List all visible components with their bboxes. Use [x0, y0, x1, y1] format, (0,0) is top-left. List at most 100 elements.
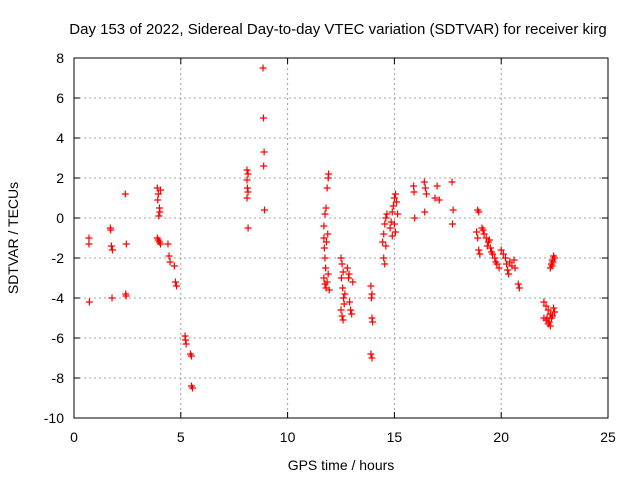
data-point-marker	[85, 298, 93, 306]
data-point-marker	[322, 264, 330, 272]
data-point-marker	[122, 240, 130, 248]
data-point-marker	[435, 196, 443, 204]
data-point-marker	[155, 212, 163, 220]
data-point-marker	[108, 294, 116, 302]
data-point-marker	[551, 308, 559, 316]
data-point-marker	[551, 254, 559, 262]
data-point-marker	[243, 166, 251, 174]
data-point-marker	[324, 270, 332, 278]
data-point-marker	[157, 240, 165, 248]
data-point-marker	[348, 310, 356, 318]
data-point-marker	[475, 208, 483, 216]
data-point-marker	[339, 316, 347, 324]
data-point-marker	[369, 318, 377, 326]
data-point-marker	[380, 230, 388, 238]
data-point-marker	[488, 248, 496, 256]
data-point-marker	[323, 278, 331, 286]
data-point-marker	[431, 194, 439, 202]
data-point-marker	[367, 294, 375, 302]
data-point-marker	[515, 284, 523, 292]
data-point-marker	[171, 278, 179, 286]
x-tick-label: 25	[600, 429, 616, 445]
data-point-marker	[339, 268, 347, 276]
data-point-marker	[337, 274, 345, 282]
data-point-marker	[339, 284, 347, 292]
data-point-marker	[391, 190, 399, 198]
y-tick-label: 4	[56, 130, 64, 146]
data-point-marker	[340, 300, 348, 308]
data-point-marker	[368, 290, 376, 298]
x-axis-label: GPS time / hours	[288, 457, 395, 473]
data-point-marker	[346, 298, 354, 306]
data-point-marker	[244, 188, 252, 196]
data-point-marker	[480, 230, 488, 238]
data-point-marker	[154, 196, 162, 204]
data-point-marker	[320, 222, 328, 230]
y-axis-label: SDTVAR / TECUs	[5, 182, 21, 294]
data-point-marker	[368, 314, 376, 322]
data-point-marker	[504, 266, 512, 274]
data-point-marker	[546, 322, 554, 330]
y-tick-label: -2	[52, 250, 65, 266]
data-point-marker	[506, 258, 514, 266]
data-point-marker	[511, 264, 519, 272]
y-tick-label: 8	[56, 50, 64, 66]
data-point-marker	[325, 286, 333, 294]
data-point-marker	[107, 226, 115, 234]
data-point-marker	[338, 312, 346, 320]
data-point-marker	[367, 350, 375, 358]
data-point-marker	[343, 264, 351, 272]
data-point-marker	[379, 238, 387, 246]
data-point-marker	[381, 260, 389, 268]
data-point-marker	[189, 384, 197, 392]
data-point-marker	[166, 258, 174, 266]
data-point-marker	[381, 220, 389, 228]
data-point-marker	[448, 178, 456, 186]
x-tick-label: 10	[280, 429, 296, 445]
data-point-marker	[347, 306, 355, 314]
data-point-marker	[394, 210, 402, 218]
data-point-marker	[492, 258, 500, 266]
data-point-marker	[324, 230, 332, 238]
data-point-marker	[433, 182, 441, 190]
data-point-marker	[321, 254, 329, 262]
y-tick-label: -4	[52, 290, 65, 306]
data-point-marker	[410, 182, 418, 190]
data-point-marker	[391, 228, 399, 236]
data-point-marker	[483, 242, 491, 250]
data-point-marker	[514, 280, 522, 288]
data-point-marker	[420, 178, 428, 186]
data-point-marker	[475, 246, 483, 254]
data-point-marker	[501, 254, 509, 262]
x-tick-label: 20	[493, 429, 509, 445]
data-point-marker	[540, 298, 548, 306]
axis-ticks: 0 5 10 15 20 25 -10 -8 -6 -4 -2 0 2 4 6 8	[44, 50, 616, 445]
data-point-marker	[499, 250, 507, 258]
data-point-marker	[544, 306, 552, 314]
data-point-marker	[422, 190, 430, 198]
data-point-marker	[260, 162, 268, 170]
data-point-marker	[383, 210, 391, 218]
data-point-marker	[243, 194, 251, 202]
data-point-marker	[550, 304, 558, 312]
plot-frame	[73, 57, 609, 419]
data-point-marker	[382, 242, 390, 250]
data-point-marker	[390, 194, 398, 202]
data-point-marker	[491, 254, 499, 262]
y-tick-label: -6	[52, 330, 65, 346]
data-point-marker	[543, 314, 551, 322]
data-point-marker	[479, 226, 487, 234]
y-tick-label: 2	[56, 170, 64, 186]
data-point-marker	[449, 206, 457, 214]
data-point-marker	[338, 260, 346, 268]
data-point-marker	[388, 232, 396, 240]
data-point-marker	[322, 238, 330, 246]
data-point-marker	[244, 170, 252, 178]
data-point-marker	[108, 246, 116, 254]
data-point-marker	[390, 220, 398, 228]
data-point-marker	[545, 318, 553, 326]
data-point-marker	[261, 206, 269, 214]
data-point-marker	[386, 224, 394, 232]
data-point-marker	[368, 354, 376, 362]
data-point-marker	[474, 234, 482, 242]
